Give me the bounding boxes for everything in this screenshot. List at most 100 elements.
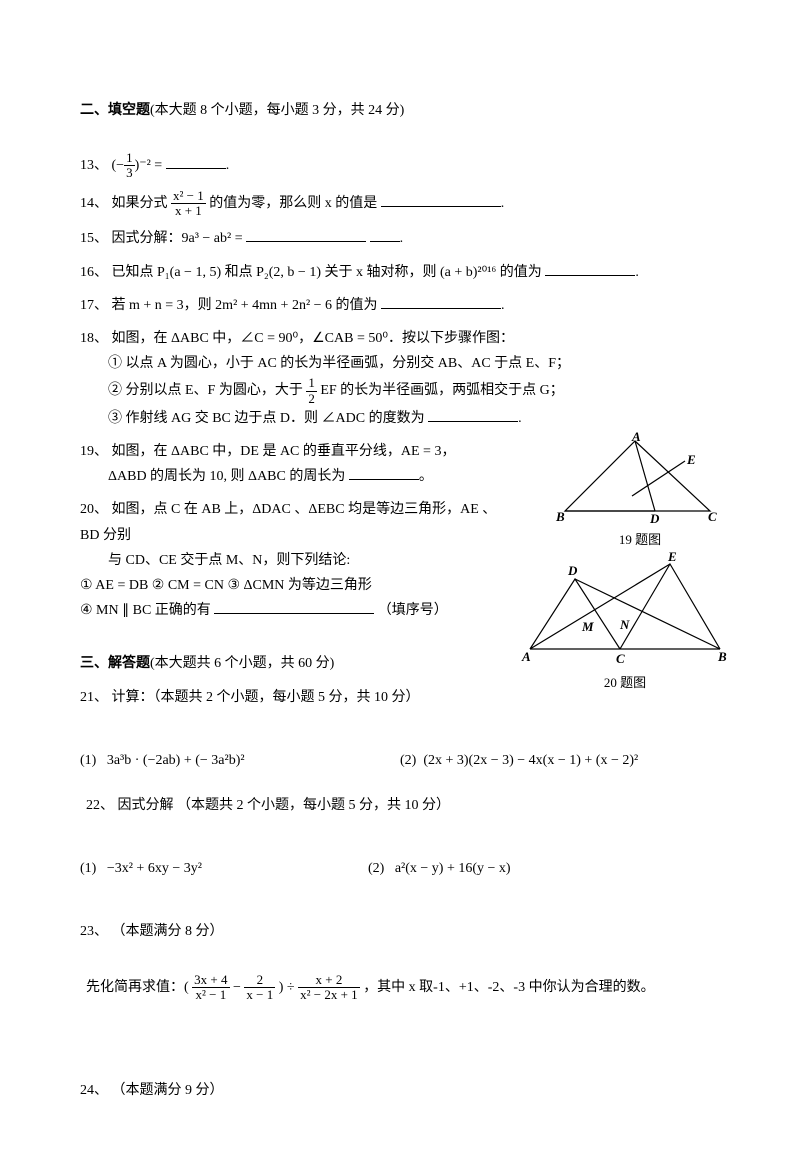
q18-line1: 如图，在 ΔABC 中，∠C = 90⁰，∠CAB = 50⁰．按以下步骤作图： [112,331,514,346]
q15-blank [246,227,366,242]
q23-f2: 2x − 1 [244,973,275,1003]
q19-line2: ΔABD 的周长为 10, 则 ΔABC 的周长为 [108,469,345,484]
q23-text: （本题满分 8 分） [112,924,224,939]
section-3-title-rest: (本大题共 6 个小题，共 60 分) [150,656,334,671]
question-16: 16、 已知点 P₁(a − 1, 5) 和点 P₂(2, b − 1) 关于 … [80,260,720,285]
fig19-caption: 19 题图 [550,528,730,551]
q18-num: 18、 [80,331,108,346]
q22-p2-expr: a²(x − y) + 16(y − x) [395,861,511,876]
fig20-M: M [581,619,594,634]
q21-p1-expr: 3a³b · (−2ab) + (− 3a²b)² [107,753,245,768]
q18-step3: ③ 作射线 AG 交 BC 边于点 D．则 ∠ADC 的度数为 [108,411,425,426]
q18-step2: ② 分别以点 E、F 为圆心，大于 12 EF 的长为半径画弧，两弧相交于点 G… [80,376,720,406]
section-3-header: 三、解答题(本大题共 6 个小题，共 60 分) [80,651,720,676]
q20-tail: （填序号） [378,603,448,618]
q18-tail: . [518,411,522,426]
q23-mid: ) ÷ [279,980,298,995]
section-2-title-bold: 二、填空题 [80,103,150,118]
q22-p1: (1) −3x² + 6xy − 3y² [80,856,368,881]
q18-f-d: 2 [306,392,317,406]
q14-pre: 如果分式 [112,196,168,211]
question-14: 14、 如果分式 x² − 1x + 1 的值为零，那么则 x 的值是 . [80,189,720,219]
fig19-B: B [555,509,565,524]
q23-f2n: 2 [244,973,275,988]
q20-opt2-wrap: ④ MN ∥ BC 正确的有 （填序号） [80,598,510,623]
q23-f1d: x² − 1 [192,988,229,1002]
fig20-N: N [619,617,630,632]
q20-opt2: ④ MN ∥ BC 正确的有 [80,603,211,618]
q18-step3-wrap: ③ 作射线 AG 交 BC 边于点 D．则 ∠ADC 的度数为 . [80,406,720,431]
q13-blank [166,154,226,169]
q18-step2b: EF 的长为半径画弧，两弧相交于点 G； [320,383,563,398]
q14-frac-num: x² − 1 [171,189,206,204]
q21-p1-label: (1) [80,753,96,768]
q23-expr: 先化简再求值：( 3x + 4x² − 1 − 2x − 1 ) ÷ x + 2… [80,973,720,1003]
q13-frac: 13 [124,151,135,181]
q16-blank [545,261,635,276]
q17-num: 17、 [80,298,108,313]
q23-b: ，其中 x 取-1、+1、-2、-3 中你认为合理的数。 [363,980,654,995]
q20-opt1: ① AE = DB ② CM = CN ③ ΔCMN 为等边三角形 [80,573,510,598]
q23-f3d: x² − 2x + 1 [298,988,360,1002]
q23-minus: − [233,980,244,995]
q24-num: 24、 [80,1083,108,1098]
fig19-C: C [708,509,717,524]
question-24: 24、 （本题满分 9 分） [80,1078,720,1103]
q22-p1-expr: −3x² + 6xy − 3y² [107,861,202,876]
question-21: 21、 计算：（本题共 2 个小题，每小题 5 分，共 10 分） [80,685,720,710]
fig19-D: D [649,511,660,526]
q13-frac-den: 3 [124,166,135,180]
q18-step2a: ② 分别以点 E、F 为圆心，大于 [108,383,303,398]
q21-parts: (1) 3a³b · (−2ab) + (− 3a²b)² (2) (2x + … [80,748,720,773]
q22-text: 因式分解 （本题共 2 个小题，每小题 5 分，共 10 分） [118,798,451,813]
q21-p2: (2) (2x + 3)(2x − 3) − 4x(x − 1) + (x − … [400,748,720,773]
q20-line1: 如图，点 C 在 AB 上，ΔDAC 、ΔEBC 均是等边三角形，AE 、BD … [80,502,496,542]
q21-p1: (1) 3a³b · (−2ab) + (− 3a²b)² [80,748,400,773]
question-13: 13、 (−13)⁻² = . [80,151,720,181]
q24-text: （本题满分 9 分） [112,1083,224,1098]
q19-tail: 。 [419,469,433,484]
q14-post: 的值为零，那么则 x 的值是 [209,196,377,211]
q16-num: 16、 [80,265,108,280]
q15-tail: . [400,231,404,246]
question-17: 17、 若 m + n = 3，则 2m² + 4mn + 2n² − 6 的值… [80,293,720,318]
question-23: 23、 （本题满分 8 分） [80,919,720,944]
question-18: 18、 如图，在 ΔABC 中，∠C = 90⁰，∠CAB = 50⁰．按以下步… [80,326,720,431]
q13-frac-num: 1 [124,151,135,166]
q23-f1n: 3x + 4 [192,973,229,988]
q18-blank [428,407,518,422]
q14-num: 14、 [80,196,108,211]
figure-block: A B C D E 19 题图 19、 如图，在 ΔABC 中，DE 是 AC … [80,439,720,623]
q15-blank2 [370,227,400,242]
q16-tail: . [635,265,639,280]
q22-parts: (1) −3x² + 6xy − 3y² (2) a²(x − y) + 16(… [80,856,720,881]
q17-tail: . [501,298,505,313]
q19-num: 19、 [80,444,108,459]
q14-blank [381,192,501,207]
q22-p2-label: (2) [368,861,384,876]
q22-p1-label: (1) [80,861,96,876]
question-22: 22、 因式分解 （本题共 2 个小题，每小题 5 分，共 10 分） [80,793,720,818]
q15-text: 因式分解：9a³ − ab² = [112,231,243,246]
q18-step2-frac: 12 [306,376,317,406]
question-19: 19、 如图，在 ΔABC 中，DE 是 AC 的垂直平分线，AE = 3， Δ… [80,439,720,489]
q23-num: 23、 [80,924,108,939]
q19-line1: 如图，在 ΔABC 中，DE 是 AC 的垂直平分线，AE = 3， [112,444,456,459]
q23-f2d: x − 1 [244,988,275,1002]
q13-post: )⁻² = [135,158,163,173]
q22-p2: (2) a²(x − y) + 16(y − x) [368,856,720,881]
q20-line2: 与 CD、CE 交于点 M、N，则下列结论: [80,548,510,573]
q22-num: 22、 [86,798,114,813]
section-2-title-rest: (本大题 8 个小题，每小题 3 分，共 24 分) [150,103,404,118]
q19-blank [349,465,419,480]
fig20-E: E [667,549,677,564]
q13-tail: . [226,158,230,173]
q15-num: 15、 [80,231,108,246]
q17-text: 若 m + n = 3，则 2m² + 4mn + 2n² − 6 的值为 [112,298,378,313]
section-2-header: 二、填空题(本大题 8 个小题，每小题 3 分，共 24 分) [80,98,720,123]
q20-num: 20、 [80,502,108,517]
q16-text: 已知点 P₁(a − 1, 5) 和点 P₂(2, b − 1) 关于 x 轴对… [112,265,542,280]
q21-num: 21、 [80,690,108,705]
q23-a: 先化简再求值：( [86,980,189,995]
q14-tail: . [501,196,505,211]
